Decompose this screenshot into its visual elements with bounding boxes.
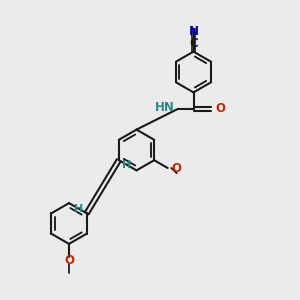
Text: N: N <box>188 25 199 38</box>
Text: O: O <box>64 254 74 268</box>
Text: H: H <box>74 204 84 214</box>
Text: O: O <box>171 162 181 175</box>
Text: HN: HN <box>154 101 174 114</box>
Text: H: H <box>122 160 131 170</box>
Text: C: C <box>189 37 198 50</box>
Text: O: O <box>215 102 225 116</box>
